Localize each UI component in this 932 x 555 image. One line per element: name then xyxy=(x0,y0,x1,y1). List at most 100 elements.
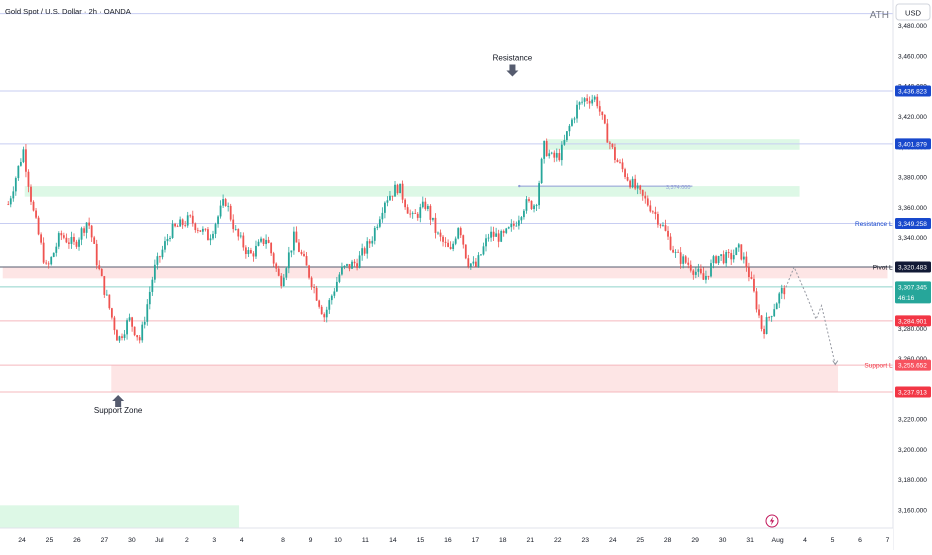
candle[interactable] xyxy=(591,94,594,106)
candle[interactable] xyxy=(535,203,538,211)
candle[interactable] xyxy=(37,215,40,236)
candle[interactable] xyxy=(475,258,477,268)
candle[interactable] xyxy=(116,329,118,341)
candle[interactable] xyxy=(47,261,50,269)
candle[interactable] xyxy=(500,229,503,243)
candle[interactable] xyxy=(189,214,192,218)
candle[interactable] xyxy=(95,239,98,270)
candle[interactable] xyxy=(303,250,305,257)
candle[interactable] xyxy=(356,258,358,271)
candle[interactable] xyxy=(454,236,457,246)
candle[interactable] xyxy=(421,196,424,209)
candle[interactable] xyxy=(783,285,786,300)
candle[interactable] xyxy=(603,114,606,125)
candle[interactable] xyxy=(363,246,366,256)
candle[interactable] xyxy=(555,148,558,162)
candle[interactable] xyxy=(674,249,677,258)
candle[interactable] xyxy=(341,262,343,276)
candle[interactable] xyxy=(333,287,336,299)
candle[interactable] xyxy=(383,201,386,219)
candle[interactable] xyxy=(485,234,487,252)
candle[interactable] xyxy=(649,200,652,213)
candle[interactable] xyxy=(657,211,659,228)
candle[interactable] xyxy=(305,252,308,266)
candle[interactable] xyxy=(191,210,194,227)
candle[interactable] xyxy=(310,276,313,290)
candle[interactable] xyxy=(662,222,664,227)
candle[interactable] xyxy=(330,294,333,305)
candle[interactable] xyxy=(244,245,247,259)
candle[interactable] xyxy=(194,222,197,233)
candle[interactable] xyxy=(717,255,720,266)
candle[interactable] xyxy=(346,263,348,269)
candle[interactable] xyxy=(571,117,573,127)
candle[interactable] xyxy=(679,247,682,269)
price-badge[interactable]: 3,349.258 xyxy=(895,218,931,230)
candle[interactable] xyxy=(480,254,482,256)
candle[interactable] xyxy=(378,216,381,229)
candle[interactable] xyxy=(780,284,783,299)
candle[interactable] xyxy=(98,260,101,271)
candle[interactable] xyxy=(128,313,131,322)
candle[interactable] xyxy=(702,267,705,280)
candle[interactable] xyxy=(667,226,669,241)
candle[interactable] xyxy=(65,233,68,244)
candle[interactable] xyxy=(502,229,505,237)
candle[interactable] xyxy=(300,249,303,256)
symbol-title[interactable]: Gold Spot / U.S. Dollar · 2h · OANDA xyxy=(5,7,132,16)
candle[interactable] xyxy=(639,184,642,194)
candle[interactable] xyxy=(677,249,680,253)
candle[interactable] xyxy=(482,242,485,256)
candle[interactable] xyxy=(40,232,43,245)
candle[interactable] xyxy=(409,209,412,218)
candle[interactable] xyxy=(492,226,495,241)
candle[interactable] xyxy=(651,210,654,214)
candle[interactable] xyxy=(250,247,252,254)
candle[interactable] xyxy=(275,262,278,272)
candle[interactable] xyxy=(88,217,91,229)
candle[interactable] xyxy=(348,264,351,272)
price-badge[interactable]: 3,320.483 xyxy=(895,261,931,273)
candle[interactable] xyxy=(517,215,520,230)
candle[interactable] xyxy=(758,304,760,319)
candle[interactable] xyxy=(292,226,295,255)
candle[interactable] xyxy=(740,244,743,261)
candle[interactable] xyxy=(50,256,53,266)
candle[interactable] xyxy=(171,220,174,239)
candle[interactable] xyxy=(83,226,85,237)
candle[interactable] xyxy=(371,236,374,247)
candle[interactable] xyxy=(692,269,695,280)
candle[interactable] xyxy=(598,100,601,116)
candle[interactable] xyxy=(313,284,316,294)
candle[interactable] xyxy=(315,285,318,302)
candle[interactable] xyxy=(669,233,672,251)
candle[interactable] xyxy=(287,246,290,274)
candle[interactable] xyxy=(411,211,414,219)
candle[interactable] xyxy=(148,286,151,310)
candle[interactable] xyxy=(196,227,199,234)
candle[interactable] xyxy=(57,231,60,250)
currency-badge[interactable] xyxy=(895,3,931,21)
candle[interactable] xyxy=(389,190,391,201)
candle[interactable] xyxy=(654,206,657,220)
candle[interactable] xyxy=(419,203,422,223)
candle[interactable] xyxy=(437,231,439,235)
candle[interactable] xyxy=(763,325,765,339)
candle[interactable] xyxy=(351,259,353,269)
price-badge[interactable]: 3,436.823 xyxy=(895,85,931,97)
candle[interactable] xyxy=(229,203,232,222)
candle[interactable] xyxy=(530,200,533,211)
candle[interactable] xyxy=(260,236,262,244)
candle[interactable] xyxy=(325,306,328,323)
candle[interactable] xyxy=(588,96,591,109)
candle[interactable] xyxy=(123,330,126,341)
candle[interactable] xyxy=(429,204,432,226)
candle[interactable] xyxy=(624,167,626,180)
candle[interactable] xyxy=(267,236,270,244)
candle[interactable] xyxy=(444,237,447,248)
candle[interactable] xyxy=(174,222,176,228)
candle[interactable] xyxy=(247,247,250,258)
candle[interactable] xyxy=(25,143,27,178)
candle[interactable] xyxy=(358,251,361,269)
candle[interactable] xyxy=(414,209,417,214)
